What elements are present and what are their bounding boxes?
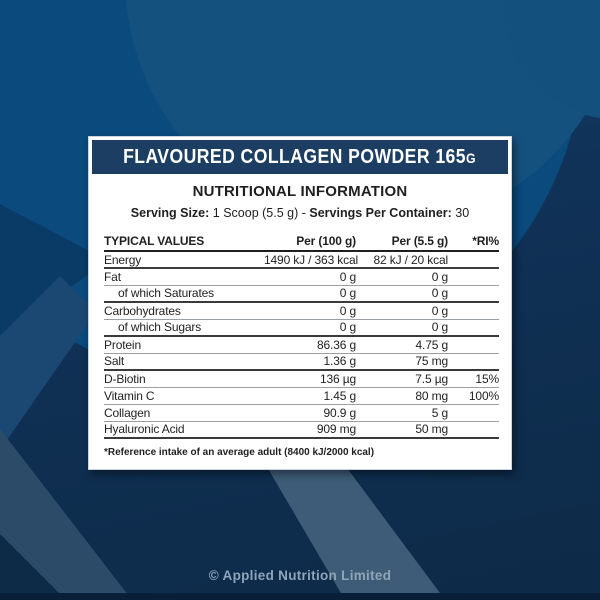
nutrient-value: 4.75 g (356, 336, 448, 354)
nutrient-value: 100% (448, 387, 499, 405)
product-title: FLAVOURED COLLAGEN POWDER 165G (124, 146, 477, 169)
nutrient-value: 0 g (356, 268, 448, 286)
nutrient-value (448, 336, 499, 354)
nutrient-value: 1.45 g (264, 387, 356, 405)
table-row: D-Biotin 136 µg 7.5 µg 15% (104, 370, 499, 388)
serving-separator: - (301, 206, 306, 220)
nutrient-value: 0 g (356, 319, 448, 337)
nutrient-value (448, 404, 499, 422)
nutrient-name: Salt (104, 353, 264, 371)
nutrient-value (448, 421, 499, 439)
nutrient-value: 0 g (264, 285, 356, 303)
nutrient-value: 50 mg (356, 421, 448, 439)
nutrient-value (448, 353, 499, 371)
nutrient-name: Energy (104, 251, 264, 269)
nutrient-name: Carbohydrates (104, 302, 264, 320)
nutrient-value (448, 302, 499, 320)
nutrient-value: 90.9 g (264, 404, 356, 422)
nutrient-value: 0 g (264, 319, 356, 337)
serving-info: Serving Size: 1 Scoop (5.5 g) - Servings… (89, 206, 511, 220)
nutrient-value: 7.5 µg (356, 370, 448, 388)
serving-size-label: Serving Size: (130, 206, 210, 220)
nutrient-value: 1.36 g (264, 353, 356, 371)
copyright-notice: © Applied Nutrition Limited (208, 568, 392, 583)
nutrient-value: 75 mg (356, 353, 448, 371)
nutrient-value: 0 g (264, 302, 356, 320)
nutrition-label-card: FLAVOURED COLLAGEN POWDER 165G NUTRITION… (88, 136, 512, 470)
nutrition-table-container: TYPICAL VALUES Per (100 g) Per (5.5 g) *… (104, 232, 499, 439)
table-row: Energy 1490 kJ / 363 kcal 82 kJ / 20 kcal (104, 251, 499, 269)
table-row: Vitamin C 1.45 g 80 mg 100% (104, 387, 499, 405)
background-bottom-strip (0, 593, 600, 600)
nutrient-value: 86.36 g (264, 336, 356, 354)
column-header-per-serving: Per (5.5 g) (356, 232, 448, 252)
nutrient-value: 5 g (356, 404, 448, 422)
nutrient-name: Collagen (104, 404, 264, 422)
nutrient-name: Hyaluronic Acid (104, 421, 264, 439)
nutrient-value: 0 g (356, 302, 448, 320)
section-title: NUTRITIONAL INFORMATION (192, 183, 408, 200)
nutrient-value: 0 g (356, 285, 448, 303)
nutrient-name: Fat (104, 268, 264, 286)
nutrient-value: 82 kJ / 20 kcal (356, 251, 448, 269)
table-row: Salt 1.36 g 75 mg (104, 353, 499, 371)
nutrient-name: Protein (104, 336, 264, 354)
column-header-typical-values: TYPICAL VALUES (104, 232, 264, 252)
table-row: Protein 86.36 g 4.75 g (104, 336, 499, 354)
nutrition-table: TYPICAL VALUES Per (100 g) Per (5.5 g) *… (104, 232, 499, 439)
nutrient-value (448, 319, 499, 337)
serving-size-value: 1 Scoop (5.5 g) (212, 206, 299, 220)
product-title-text: FLAVOURED COLLAGEN POWDER 165 (123, 145, 467, 168)
nutrient-value: 909 mg (264, 421, 356, 439)
nutrient-value: 136 µg (264, 370, 356, 388)
servings-count-value: 30 (455, 206, 470, 220)
reference-intake-footnote: *Reference intake of an average adult (8… (104, 446, 375, 458)
nutrient-value (448, 251, 499, 269)
table-row: Hyaluronic Acid 909 mg 50 mg (104, 421, 499, 439)
servings-count-label: Servings Per Container: (309, 206, 452, 220)
column-header-per-100g: Per (100 g) (264, 232, 356, 252)
column-header-ri-percent: *RI% (448, 232, 499, 252)
nutrient-value (448, 268, 499, 286)
nutrient-value: 1490 kJ / 363 kcal (264, 251, 359, 269)
nutrient-value: 80 mg (356, 387, 448, 405)
table-header-row: TYPICAL VALUES Per (100 g) Per (5.5 g) *… (104, 232, 499, 252)
nutrient-name: Vitamin C (104, 387, 264, 405)
product-title-banner: FLAVOURED COLLAGEN POWDER 165G (92, 140, 508, 174)
nutrition-table-body: Energy 1490 kJ / 363 kcal 82 kJ / 20 kcal F… (104, 251, 499, 439)
nutrient-value: 15% (448, 370, 499, 388)
product-title-unit: G (466, 149, 477, 166)
nutrient-name: of which Sugars (104, 319, 264, 337)
nutrient-value (448, 285, 499, 303)
nutrient-value: 0 g (264, 268, 356, 286)
nutrient-name: of which Saturates (104, 285, 264, 303)
nutrient-name: D-Biotin (104, 370, 264, 388)
